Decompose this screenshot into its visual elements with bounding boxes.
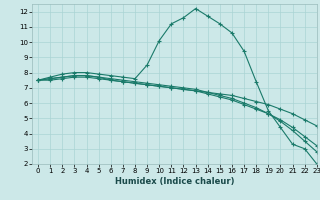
X-axis label: Humidex (Indice chaleur): Humidex (Indice chaleur) bbox=[115, 177, 234, 186]
